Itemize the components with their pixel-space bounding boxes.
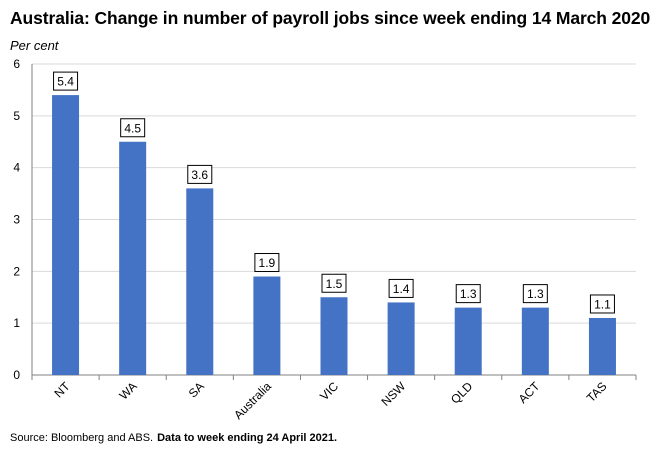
y-tick-label: 2: [13, 264, 20, 278]
x-tick-label: QLD: [448, 379, 476, 407]
data-label-box: [120, 118, 146, 138]
x-tick-label: SA: [186, 379, 207, 400]
y-tick-label: 5: [13, 109, 20, 123]
data-label-box: [254, 253, 280, 273]
data-label: 1.1: [594, 297, 611, 311]
data-label-box: [589, 294, 615, 314]
y-tick-label: 3: [13, 213, 20, 227]
bar-chart: 0 1 2 3 4 5 6 5.4 4.5 3.6 1.9 1.5 1.4 1.3 1.3 1.1 NT WA…: [13, 57, 637, 422]
y-tick-label: 4: [13, 161, 20, 175]
data-label: 3.6: [191, 168, 208, 182]
bars: [52, 95, 616, 375]
data-note: Data to week ending 24 April 2021.: [157, 432, 338, 444]
data-label: 1.4: [393, 282, 410, 296]
x-tick-label: WA: [117, 379, 140, 402]
x-tick-label: VIC: [317, 379, 341, 403]
data-label-box: [321, 273, 347, 293]
bar: [186, 188, 214, 375]
x-axis-ticks: NT WA SA Australia VIC NSW QLD ACT TAS: [31, 375, 637, 422]
bar: [320, 297, 348, 375]
chart-title: Australia: Change in number of payroll j…: [10, 8, 650, 28]
bar: [588, 317, 616, 375]
data-label: 1.3: [527, 287, 544, 301]
y-axis-label: Per cent: [10, 38, 59, 53]
y-axis-ticks: 0 1 2 3 4 5 6: [13, 57, 20, 382]
bar: [52, 95, 80, 375]
data-label-box: [455, 284, 481, 304]
data-label: 4.5: [124, 121, 141, 135]
x-tick-label: ACT: [516, 379, 543, 406]
source-note: Source: Bloomberg and ABS. Data to week e…: [10, 432, 337, 444]
y-tick-label: 0: [13, 368, 20, 382]
x-tick-label: Australia: [231, 379, 274, 422]
bar: [521, 307, 549, 375]
y-tick-label: 6: [13, 57, 20, 71]
y-tick-label: 1: [13, 316, 20, 330]
x-tick-label: TAS: [584, 379, 610, 405]
data-label: 1.5: [326, 277, 343, 291]
x-tick-label: NT: [51, 379, 73, 401]
data-label-box: [388, 278, 414, 298]
bar: [454, 307, 482, 375]
source-text: Source: Bloomberg and ABS.: [10, 432, 154, 444]
bar: [253, 276, 281, 375]
data-label: 1.3: [460, 287, 477, 301]
data-label: 1.9: [259, 256, 276, 270]
data-label-box: [522, 284, 548, 304]
bar: [387, 302, 415, 375]
data-labels: 5.4 4.5 3.6 1.9 1.5 1.4 1.3 1.3 1.1: [53, 71, 615, 314]
x-tick-label: NSW: [379, 379, 409, 409]
data-label: 5.4: [57, 75, 74, 89]
bar: [119, 141, 147, 375]
data-label-box: [187, 164, 213, 184]
data-label-box: [53, 71, 79, 91]
